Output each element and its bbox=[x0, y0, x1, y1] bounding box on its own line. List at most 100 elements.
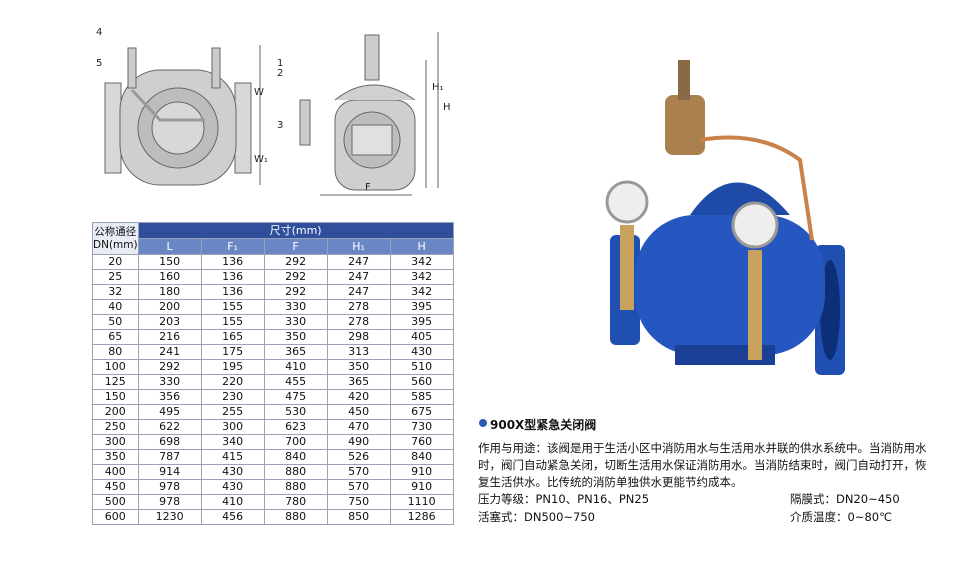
table-cell: 880 bbox=[263, 464, 328, 480]
table-cell: 1110 bbox=[389, 494, 454, 510]
table-cell: 220 bbox=[200, 374, 265, 390]
table-cell: 430 bbox=[200, 464, 265, 480]
table-cell: 292 bbox=[137, 359, 202, 375]
table-cell: 880 bbox=[263, 479, 328, 495]
table-cell: 450 bbox=[92, 479, 139, 495]
table-cell: 623 bbox=[263, 419, 328, 435]
table-row: 200 495 255 530 450 675 bbox=[92, 404, 454, 420]
table-cell: 510 bbox=[389, 359, 454, 375]
header-size: 尺寸(mm) bbox=[137, 222, 454, 239]
table-cell: 342 bbox=[389, 254, 454, 270]
drawing-labels: 4 5 W W₁ 12 3 H₁ H F bbox=[96, 27, 451, 193]
table-cell: 840 bbox=[263, 449, 328, 465]
table-cell: 203 bbox=[137, 314, 202, 330]
table-cell: 395 bbox=[389, 314, 454, 330]
table-cell: 313 bbox=[326, 344, 391, 360]
table-cell: 292 bbox=[263, 284, 328, 300]
table-cell: 160 bbox=[137, 269, 202, 285]
table-cell: 20 bbox=[92, 254, 139, 270]
table-cell: 330 bbox=[263, 299, 328, 315]
table-cell: 165 bbox=[200, 329, 265, 345]
drawing-label: H₁ bbox=[432, 82, 444, 93]
table-cell: 125 bbox=[92, 374, 139, 390]
table-cell: 787 bbox=[137, 449, 202, 465]
table-row: 400 914 430 880 570 910 bbox=[92, 464, 454, 480]
size-table: 公称通径 DN(mm) 尺寸(mm) L F₁ F H₁ H 20 150 136 292 24… bbox=[92, 222, 454, 525]
table-cell: 910 bbox=[389, 479, 454, 495]
table-cell: 216 bbox=[137, 329, 202, 345]
table-cell: 298 bbox=[326, 329, 391, 345]
table-cell: 530 bbox=[263, 404, 328, 420]
column-header: H₁ bbox=[326, 238, 391, 255]
table-cell: 910 bbox=[389, 464, 454, 480]
table-cell: 914 bbox=[137, 464, 202, 480]
product-title: 900X型紧急关闭阀 bbox=[490, 418, 597, 432]
table-cell: 50 bbox=[92, 314, 139, 330]
drawing-label: 4 bbox=[96, 27, 102, 38]
table-cell: 410 bbox=[200, 494, 265, 510]
table-cell: 470 bbox=[326, 419, 391, 435]
table-cell: 230 bbox=[200, 389, 265, 405]
table-cell: 395 bbox=[389, 299, 454, 315]
table-cell: 570 bbox=[326, 479, 391, 495]
table-cell: 40 bbox=[92, 299, 139, 315]
table-row: 32 180 136 292 247 342 bbox=[92, 284, 454, 300]
table-cell: 356 bbox=[137, 389, 202, 405]
table-cell: 150 bbox=[137, 254, 202, 270]
table-row: 40 200 155 330 278 395 bbox=[92, 299, 454, 315]
table-cell: 1286 bbox=[389, 509, 454, 525]
table-cell: 80 bbox=[92, 344, 139, 360]
column-header: F₁ bbox=[200, 238, 265, 255]
table-cell: 278 bbox=[326, 299, 391, 315]
table-cell: 200 bbox=[137, 299, 202, 315]
table-cell: 750 bbox=[326, 494, 391, 510]
front-view bbox=[104, 45, 261, 186]
table-cell: 698 bbox=[137, 434, 202, 450]
table-cell: 675 bbox=[389, 404, 454, 420]
table-cell: 136 bbox=[200, 284, 265, 300]
table-cell: 500 bbox=[92, 494, 139, 510]
table-cell: 350 bbox=[326, 359, 391, 375]
table-cell: 100 bbox=[92, 359, 139, 375]
table-cell: 175 bbox=[200, 344, 265, 360]
table-cell: 200 bbox=[92, 404, 139, 420]
table-cell: 700 bbox=[263, 434, 328, 450]
table-cell: 155 bbox=[200, 314, 265, 330]
diaphragm: 隔膜式：DN20~450 bbox=[790, 492, 900, 506]
table-cell: 365 bbox=[263, 344, 328, 360]
column-header: F bbox=[263, 238, 328, 255]
table-cell: 292 bbox=[263, 269, 328, 285]
table-cell: 410 bbox=[263, 359, 328, 375]
table-cell: 365 bbox=[326, 374, 391, 390]
table-cell: 330 bbox=[263, 314, 328, 330]
table-row: 450 978 430 880 570 910 bbox=[92, 479, 454, 495]
table-row: 65 216 165 350 298 405 bbox=[92, 329, 454, 345]
table-cell: 300 bbox=[92, 434, 139, 450]
temperature: 介质温度：0~80℃ bbox=[790, 510, 893, 524]
table-cell: 342 bbox=[389, 284, 454, 300]
table-cell: 195 bbox=[200, 359, 265, 375]
drawing-label: W bbox=[254, 87, 264, 98]
column-header: L bbox=[137, 238, 202, 255]
table-cell: 415 bbox=[200, 449, 265, 465]
table-cell: 475 bbox=[263, 389, 328, 405]
table-cell: 526 bbox=[326, 449, 391, 465]
drawing-label: H bbox=[443, 102, 451, 113]
table-row: 125 330 220 455 365 560 bbox=[92, 374, 454, 390]
table-cell: 25 bbox=[92, 269, 139, 285]
table-cell: 150 bbox=[92, 389, 139, 405]
table-row: 500 978 410 780 750 1110 bbox=[92, 494, 454, 510]
table-cell: 850 bbox=[326, 509, 391, 525]
table-cell: 978 bbox=[137, 479, 202, 495]
drawing-label: W₁ bbox=[254, 154, 268, 165]
table-cell: 450 bbox=[326, 404, 391, 420]
table-cell: 760 bbox=[389, 434, 454, 450]
table-cell: 350 bbox=[263, 329, 328, 345]
table-cell: 456 bbox=[200, 509, 265, 525]
description: 作用与用途：该阀是用于生活小区中消防用水与生活用水并联的供水系统中。当消防用水时… bbox=[478, 441, 927, 489]
pressure: 压力等级：PN10、PN16、PN25 bbox=[478, 492, 650, 506]
table-cell: 430 bbox=[200, 479, 265, 495]
table-cell: 400 bbox=[92, 464, 139, 480]
